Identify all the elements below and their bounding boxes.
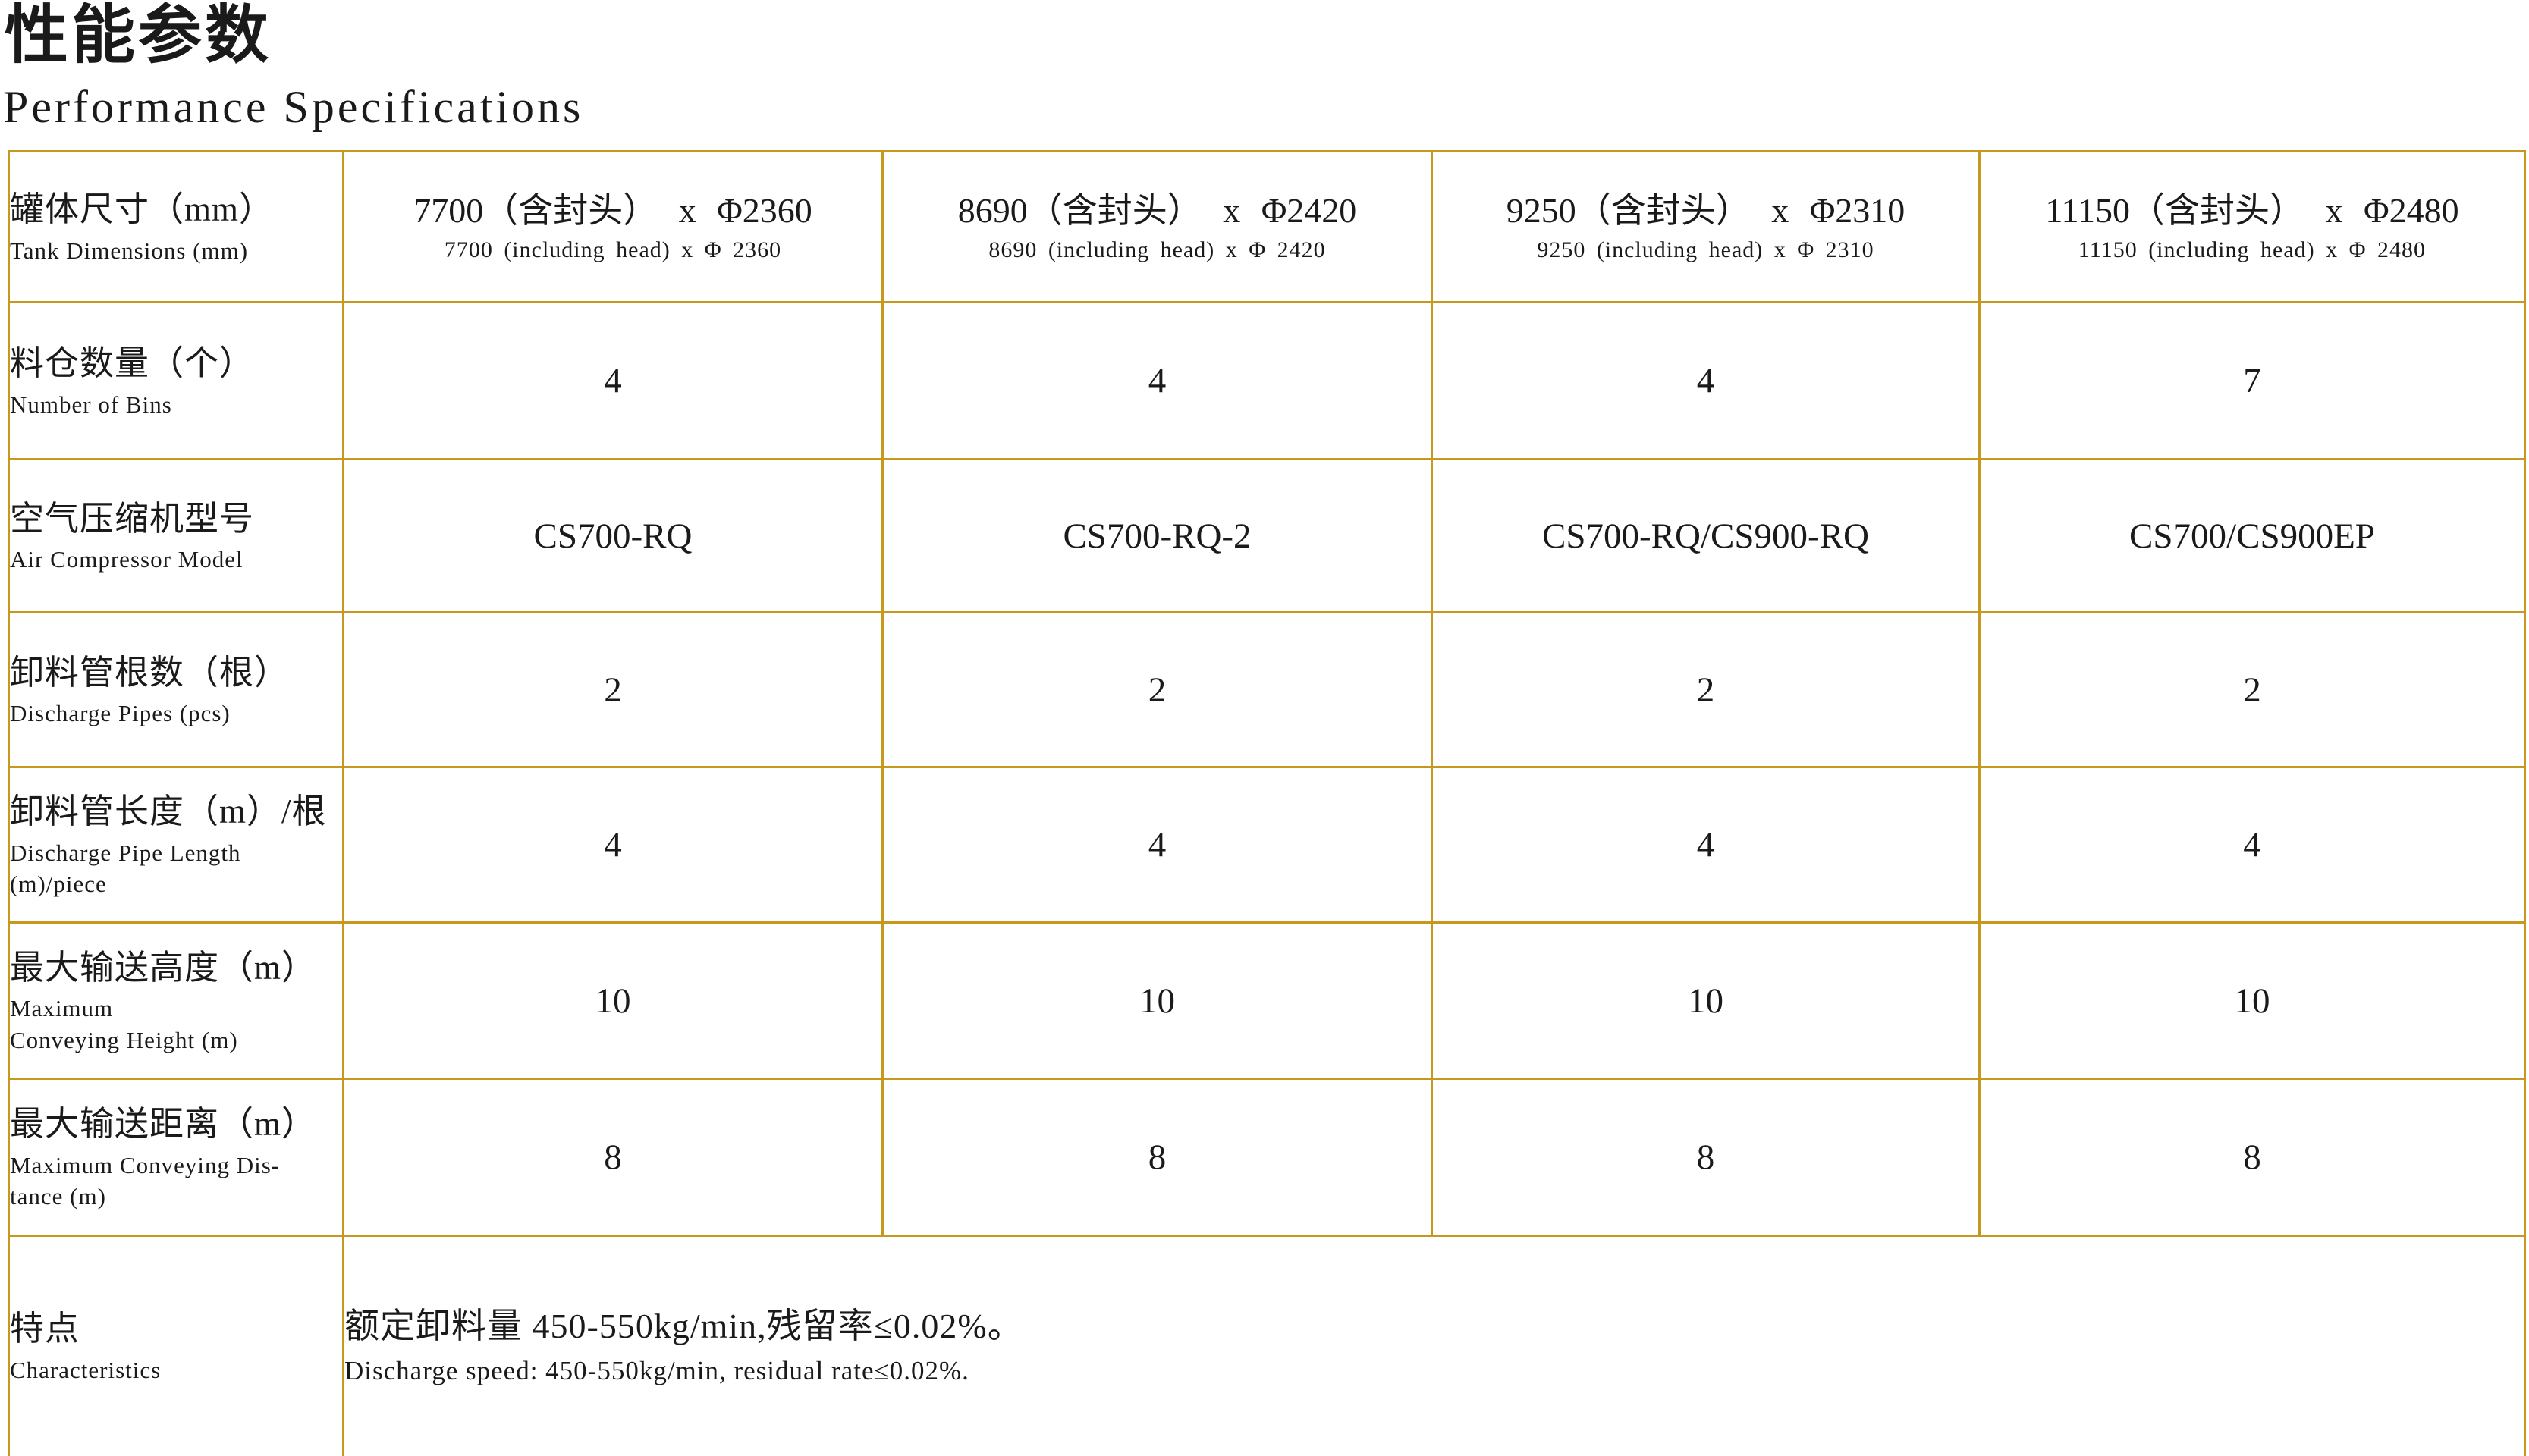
cell-tank-dim-1: 7700（含封头） x Φ2360 7700 (including head) … [342, 150, 884, 304]
cell-bins-3: 4 [1431, 301, 1981, 461]
cell-value: 8 [1696, 1138, 1715, 1178]
cell-value: 8 [1148, 1138, 1167, 1178]
table-row-max-conveying-height: 最大输送高度（m） Maximum Conveying Height (m) 1… [8, 921, 2526, 1081]
cell-tank-dim-2: 8690（含封头） x Φ2420 8690 (including head) … [881, 150, 1433, 304]
row-header: 罐体尺寸（mm） Tank Dimensions (mm) [8, 150, 344, 304]
cell-bins-1: 4 [342, 301, 884, 461]
cell-value: 4 [1696, 361, 1715, 401]
cell-value: 2 [604, 670, 622, 710]
cell-model-3: CS700-RQ/CS900-RQ [1431, 458, 1981, 614]
cell-pipes-3: 2 [1431, 611, 1981, 769]
cell-value: 4 [604, 825, 622, 865]
row-header-zh: 罐体尺寸（mm） [10, 190, 275, 229]
cell-value: CS700-RQ [533, 516, 693, 556]
cell-value: CS700-RQ/CS900-RQ [1542, 516, 1869, 556]
row-header: 料仓数量（个） Number of Bins [8, 301, 344, 461]
cell-value: 8 [2243, 1138, 2261, 1178]
cell-height-3: 10 [1431, 921, 1981, 1081]
cell-sub-text: 11150 (including head) x Φ 2480 [2078, 237, 2427, 263]
row-header-zh: 特点 [10, 1310, 80, 1348]
cell-pipes-4: 2 [1978, 611, 2526, 769]
spec-table: 罐体尺寸（mm） Tank Dimensions (mm) 7700（含封头） … [8, 150, 2526, 1456]
cell-height-4: 10 [1978, 921, 2526, 1081]
row-header: 特点 Characteristics [8, 1235, 344, 1456]
row-header-en: Tank Dimensions (mm) [10, 237, 249, 264]
cell-tank-dim-3: 9250（含封头） x Φ2310 9250 (including head) … [1431, 150, 1981, 304]
row-header-en: Maximum Conveying Height (m) [10, 995, 238, 1053]
cell-value: 7 [2243, 361, 2261, 401]
cell-distance-3: 8 [1431, 1078, 1981, 1238]
cell-bins-2: 4 [881, 301, 1433, 461]
cell-bins-4: 7 [1978, 301, 2526, 461]
table-row-number-of-bins: 料仓数量（个） Number of Bins 4 4 4 7 [8, 301, 2526, 461]
row-header-zh: 最大输送距离（m） [10, 1105, 317, 1144]
table-row-max-conveying-distance: 最大输送距离（m） Maximum Conveying Dis- tance (… [8, 1078, 2526, 1238]
row-header-en: Characteristics [10, 1356, 162, 1383]
cell-distance-2: 8 [881, 1078, 1433, 1238]
cell-model-2: CS700-RQ-2 [881, 458, 1433, 614]
row-header-en: Air Compressor Model [10, 546, 243, 573]
cell-value: 4 [2243, 825, 2261, 865]
characteristics-zh: 额定卸料量 450-550kg/min,残留率≤0.02%。 [344, 1306, 1023, 1345]
cell-value: 10 [1139, 981, 1175, 1021]
table-row-characteristics: 特点 Characteristics 额定卸料量 450-550kg/min,残… [8, 1235, 2526, 1456]
table-row-air-compressor-model: 空气压缩机型号 Air Compressor Model CS700-RQ CS… [8, 458, 2526, 614]
row-header-en: Maximum Conveying Dis- tance (m) [10, 1151, 281, 1210]
cell-height-2: 10 [881, 921, 1433, 1081]
cell-pipes-1: 2 [342, 611, 884, 769]
cell-sub-text: 9250 (including head) x Φ 2310 [1537, 237, 1874, 263]
cell-height-1: 10 [342, 921, 884, 1081]
cell-value: 2 [1148, 670, 1167, 710]
cell-pipelen-3: 4 [1431, 766, 1981, 924]
row-header-zh: 卸料管根数（根） [10, 653, 290, 692]
cell-main-text: 11150（含封头） x Φ2480 [2045, 190, 2459, 230]
cell-value: 4 [1148, 825, 1167, 865]
table-row-discharge-pipes: 卸料管根数（根） Discharge Pipes (pcs) 2 2 2 2 [8, 611, 2526, 769]
cell-value: 8 [604, 1138, 622, 1178]
row-header: 卸料管根数（根） Discharge Pipes (pcs) [8, 611, 344, 769]
cell-value: 4 [604, 361, 622, 401]
row-header: 最大输送高度（m） Maximum Conveying Height (m) [8, 921, 344, 1081]
cell-main-text: 9250（含封头） x Φ2310 [1506, 190, 1905, 230]
row-header-zh: 料仓数量（个） [10, 344, 255, 383]
cell-value: CS700/CS900EP [2129, 516, 2375, 556]
cell-sub-text: 7700 (including head) x Φ 2360 [444, 237, 782, 263]
cell-distance-4: 8 [1978, 1078, 2526, 1238]
cell-sub-text: 8690 (including head) x Φ 2420 [988, 237, 1326, 263]
row-header-zh: 卸料管长度（m）/根 [10, 792, 327, 831]
cell-value: 2 [2243, 670, 2261, 710]
cell-characteristics: 额定卸料量 450-550kg/min,残留率≤0.02%。 Discharge… [342, 1235, 2526, 1456]
row-header: 最大输送距离（m） Maximum Conveying Dis- tance (… [8, 1078, 344, 1238]
row-header: 空气压缩机型号 Air Compressor Model [8, 458, 344, 614]
cell-main-text: 7700（含封头） x Φ2360 [413, 190, 812, 230]
cell-value: 4 [1696, 825, 1715, 865]
cell-tank-dim-4: 11150（含封头） x Φ2480 11150 (including head… [1978, 150, 2526, 304]
row-header-en: Discharge Pipes (pcs) [10, 700, 231, 727]
characteristics-en: Discharge speed: 450-550kg/min, residual… [344, 1356, 969, 1386]
cell-pipelen-4: 4 [1978, 766, 2526, 924]
cell-value: CS700-RQ-2 [1063, 516, 1252, 556]
cell-value: 4 [1148, 361, 1167, 401]
cell-model-4: CS700/CS900EP [1978, 458, 2526, 614]
table-row-tank-dimensions: 罐体尺寸（mm） Tank Dimensions (mm) 7700（含封头） … [8, 150, 2526, 304]
row-header-en: Number of Bins [10, 391, 172, 418]
cell-distance-1: 8 [342, 1078, 884, 1238]
page-title-zh: 性能参数 [5, 1, 272, 71]
cell-value: 10 [595, 981, 631, 1021]
row-header: 卸料管长度（m）/根 Discharge Pipe Length (m)/pie… [8, 766, 344, 924]
row-header-en: Discharge Pipe Length (m)/piece [10, 839, 241, 898]
cell-value: 2 [1696, 670, 1715, 710]
row-header-zh: 最大输送高度（m） [10, 948, 317, 987]
page-title-en: Performance Specifications [3, 82, 584, 133]
cell-value: 10 [2234, 981, 2270, 1021]
cell-model-1: CS700-RQ [342, 458, 884, 614]
cell-value: 10 [1688, 981, 1723, 1021]
cell-pipes-2: 2 [881, 611, 1433, 769]
row-header-zh: 空气压缩机型号 [10, 499, 255, 538]
cell-pipelen-1: 4 [342, 766, 884, 924]
table-row-discharge-pipe-length: 卸料管长度（m）/根 Discharge Pipe Length (m)/pie… [8, 766, 2526, 924]
cell-pipelen-2: 4 [881, 766, 1433, 924]
cell-main-text: 8690（含封头） x Φ2420 [957, 190, 1357, 230]
